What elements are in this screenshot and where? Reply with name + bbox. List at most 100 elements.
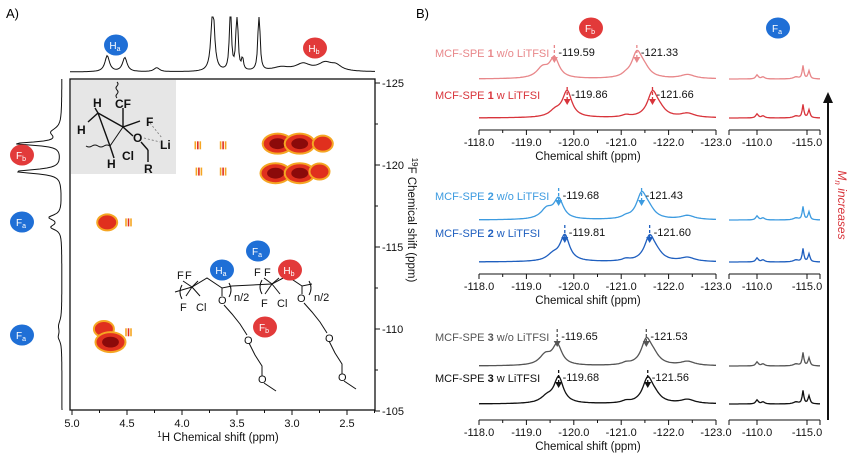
badge-label: Fa bbox=[16, 218, 26, 230]
peak-arrow-icon bbox=[555, 200, 563, 206]
badge-mol-fa: Fa bbox=[246, 240, 270, 262]
repeat-subscript: n/2 bbox=[314, 292, 329, 304]
inset-atom: H bbox=[93, 96, 102, 110]
peak-shift-label: -119.86 bbox=[571, 89, 608, 101]
x-tick-label: 2.5 bbox=[339, 418, 354, 430]
polymer-atom: O bbox=[244, 335, 253, 347]
cross-peak bbox=[96, 213, 119, 232]
cross-peak bbox=[308, 162, 331, 181]
cross-peak bbox=[94, 331, 127, 354]
spectrum-trace-side bbox=[729, 248, 820, 263]
inset-atom: H bbox=[77, 123, 86, 137]
polymer-atom: O bbox=[218, 295, 227, 307]
x-tick-label: -122.0 bbox=[653, 427, 684, 439]
peak-arrow-icon bbox=[563, 99, 571, 105]
y-axis-title: 19F Chemical shift (ppm) bbox=[405, 158, 419, 283]
peak-arrow-icon bbox=[646, 237, 654, 243]
spectrum-trace-main bbox=[478, 375, 716, 405]
polymer-atom: O bbox=[325, 333, 334, 345]
badge-left-fa1: Fa bbox=[10, 211, 34, 233]
series-label: MCF-SPE 3 w LiTFSI bbox=[435, 373, 540, 385]
badge-b-fb: Fb bbox=[579, 17, 603, 39]
peak-shift-label: -119.68 bbox=[563, 190, 600, 202]
peak-arrow-icon bbox=[550, 57, 558, 63]
x-tick-label: 4.0 bbox=[174, 418, 189, 430]
x-tick-label: -122.0 bbox=[653, 137, 684, 149]
spectrum-trace-side bbox=[729, 390, 820, 405]
badge-label: Hb bbox=[283, 266, 294, 278]
spectra-group-2: MCF-SPE 2 w/o LiTFSI -119.68 -121.43 MCF-SP… bbox=[435, 188, 822, 307]
x-axis-title: Chemical shift (ppm) bbox=[535, 441, 641, 453]
trend-label: Mn increases bbox=[833, 170, 849, 239]
y-tick-label: -120 bbox=[382, 160, 404, 172]
badge-label: Fb bbox=[585, 24, 595, 36]
peak-arrow-icon bbox=[644, 382, 652, 388]
cross-peak bbox=[259, 162, 292, 185]
badge-mol-fb: Fb bbox=[253, 316, 277, 338]
panel-label-b: B) bbox=[416, 6, 429, 21]
x-tick-label: -110.0 bbox=[742, 281, 772, 293]
x-tick-label: -121.0 bbox=[606, 281, 637, 293]
badge-top-hb: Hb bbox=[303, 37, 327, 59]
peak-shift-label: -119.59 bbox=[558, 47, 595, 59]
peak-shift-label: -121.60 bbox=[654, 227, 691, 239]
trend-arrow-head-icon bbox=[823, 92, 833, 103]
series-label: MCF-SPE 1 w LiTFSI bbox=[435, 90, 540, 102]
spectrum-trace-main bbox=[479, 89, 716, 119]
spectrum-trace-side bbox=[729, 352, 820, 367]
polymer-atom: O bbox=[297, 293, 306, 305]
peak-arrow-icon bbox=[648, 99, 656, 105]
series-label: MCF-SPE 2 w LiTFSI bbox=[435, 228, 540, 240]
peak-shift-label: -121.43 bbox=[646, 190, 683, 202]
peak-shift-label: -121.56 bbox=[652, 372, 689, 384]
polymer-atom: F bbox=[177, 270, 184, 282]
badge-b-fa: Fa bbox=[766, 17, 790, 39]
cross-peak bbox=[219, 167, 227, 176]
cross-peak bbox=[125, 218, 132, 227]
y-tick-label: -125 bbox=[382, 78, 404, 90]
peak-shift-label: -121.33 bbox=[641, 47, 678, 59]
polymer-atom: Cl bbox=[196, 302, 206, 314]
inset-atom: H bbox=[107, 157, 116, 171]
badge-left-fa2: Fa bbox=[10, 324, 34, 346]
y-tick-label: -105 bbox=[382, 406, 404, 418]
x-tick-label: -121.0 bbox=[606, 427, 637, 439]
cross-peak bbox=[283, 132, 316, 155]
x-axis-title: 1H Chemical shift (ppm) bbox=[157, 430, 279, 444]
spectrum-trace-main bbox=[479, 190, 717, 221]
x-tick-label: -119.0 bbox=[511, 427, 541, 439]
inset-atom: Li bbox=[160, 138, 171, 152]
polymer-atom: O bbox=[338, 372, 347, 384]
inset-atom: F bbox=[146, 115, 153, 129]
19f-projection-spectrum bbox=[16, 79, 63, 410]
x-tick-label: -119.0 bbox=[511, 137, 541, 149]
inset-atom: Cl bbox=[122, 149, 134, 163]
polymer-atom: F bbox=[180, 302, 187, 314]
peak-shift-label: -121.53 bbox=[650, 331, 687, 343]
series-label: MCF-SPE 3 w/o LiTFSI bbox=[435, 332, 549, 344]
badge-left-fb: Fb bbox=[10, 144, 34, 166]
x-tick-label: 5.0 bbox=[64, 418, 79, 430]
contour-axes: 5.0 4.5 4.0 3.5 3.0 2.5 -125 -120 -115 -110 -105 bbox=[64, 78, 404, 430]
site-badges: Ha Hb Fb Fa Fa Fa Ha Hb Fb Fb Fa bbox=[10, 17, 790, 346]
badge-top-ha: Ha bbox=[104, 34, 128, 56]
y-tick-label: -110 bbox=[382, 324, 403, 336]
inset-atom: CF bbox=[115, 97, 131, 111]
repeat-subscript: n/2 bbox=[234, 292, 249, 304]
inset-atom: O bbox=[133, 131, 142, 145]
x-tick-label: -123.0 bbox=[700, 281, 731, 293]
spectra-group-1: MCF-SPE 1 w/o LiTFSI -119.59 -121.33 MCF-SP… bbox=[435, 45, 822, 163]
spectrum-trace-main bbox=[479, 336, 716, 367]
x-tick-label: 4.5 bbox=[119, 418, 134, 430]
spectrum-trace-side bbox=[729, 104, 820, 119]
x-tick-label: -115.0 bbox=[792, 137, 822, 149]
peak-arrow-icon bbox=[633, 57, 641, 63]
x-tick-label: -121.0 bbox=[606, 137, 637, 149]
peak-arrow-icon bbox=[642, 341, 650, 347]
x-tick-label: -110.0 bbox=[742, 427, 772, 439]
badge-mol-ha: Ha bbox=[210, 259, 234, 281]
series-label: MCF-SPE 1 w/o LiTFSI bbox=[435, 48, 549, 60]
